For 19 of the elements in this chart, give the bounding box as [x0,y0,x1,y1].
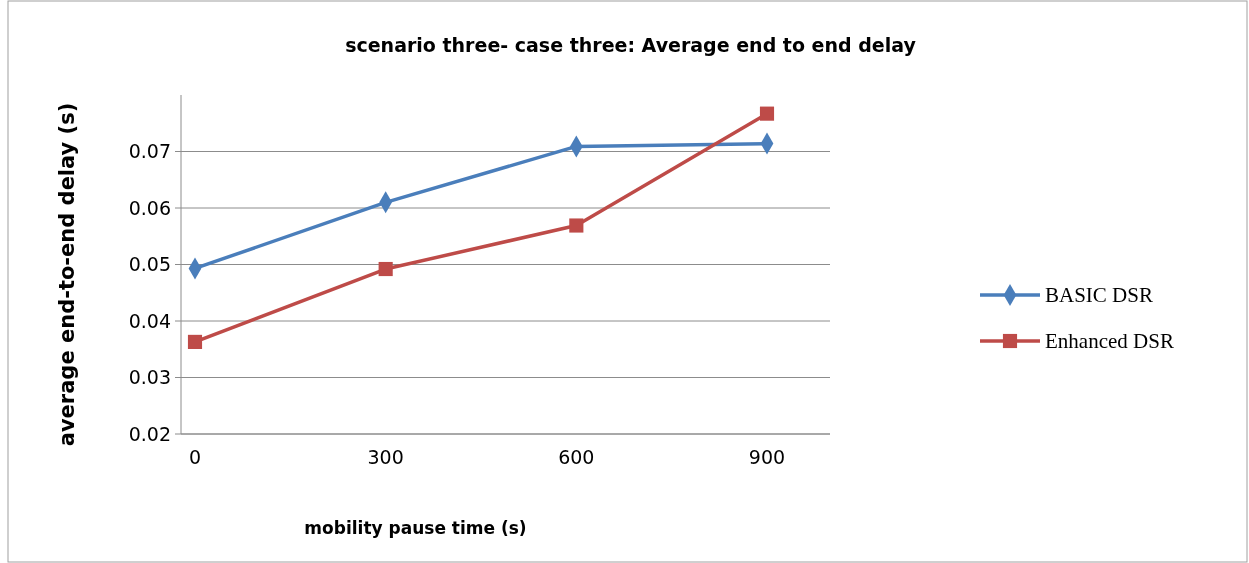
point [759,106,775,121]
x-tick-label: 0 [188,446,202,468]
legend-label: Enhanced DSR [1045,329,1174,354]
x-tick-label: 900 [748,446,786,468]
point [378,261,393,277]
legend-label: BASIC DSR [1045,283,1153,308]
x-axis-title: mobility pause time (s) [304,518,527,538]
x-tick-label: 600 [558,446,595,468]
y-tick-label: 0.07 [128,140,171,163]
y-axis-title: average end-to-end delay (s) [55,102,79,447]
y-tick-label: 0.05 [128,253,171,276]
chart-title: scenario three- case three: Average end to end delay [345,34,917,56]
y-tick-label: 0.06 [128,196,171,219]
y-tick-label: 0.02 [128,422,171,445]
y-tick-label: 0.03 [128,366,171,389]
x-tick-label: 300 [367,446,404,468]
y-tick-label: 0.04 [128,309,171,332]
point [569,218,584,233]
point [187,334,203,349]
